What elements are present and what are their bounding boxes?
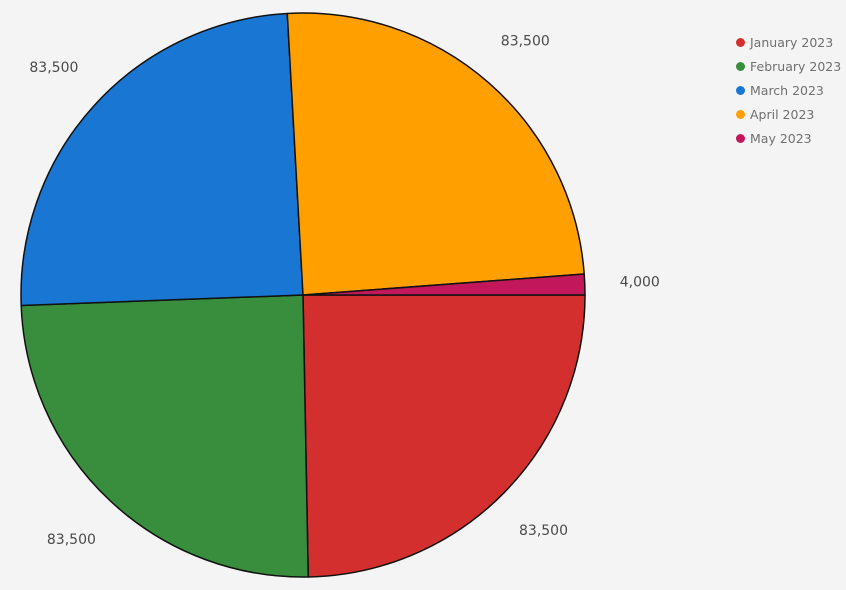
legend-label: May 2023: [750, 130, 812, 146]
legend-label: February 2023: [750, 59, 842, 75]
legend-item-may-2023[interactable]: May 2023: [736, 126, 841, 150]
legend-item-april-2023[interactable]: April 2023: [736, 102, 841, 126]
pie-slice-february-2023: [20, 294, 309, 578]
slice-label-february-2023: 83,500: [47, 532, 96, 548]
pie-slice-april-2023: [286, 12, 585, 296]
slice-label-may-2023: 4,000: [620, 275, 660, 291]
legend-label: March 2023: [750, 82, 824, 98]
legend-item-march-2023[interactable]: March 2023: [736, 79, 841, 103]
legend: January 2023 February 2023 March 2023 April…: [736, 31, 841, 150]
legend-item-january-2023[interactable]: January 2023: [736, 31, 841, 55]
legend-marker-icon: [736, 85, 745, 95]
legend-marker-icon: [736, 38, 745, 48]
legend-label: January 2023: [750, 35, 834, 51]
legend-label: April 2023: [750, 106, 815, 122]
pie-slice-march-2023: [20, 12, 304, 307]
legend-marker-icon: [736, 62, 745, 72]
pie-slice-may-2023: [302, 273, 586, 296]
legend-marker-icon: [736, 109, 745, 119]
slice-label-april-2023: 83,500: [501, 34, 550, 50]
legend-marker-icon: [736, 133, 745, 143]
pie-slice-january-2023: [302, 294, 586, 578]
legend-item-february-2023[interactable]: February 2023: [736, 55, 841, 79]
slice-label-march-2023: 83,500: [29, 60, 78, 76]
slice-label-january-2023: 83,500: [519, 523, 568, 539]
